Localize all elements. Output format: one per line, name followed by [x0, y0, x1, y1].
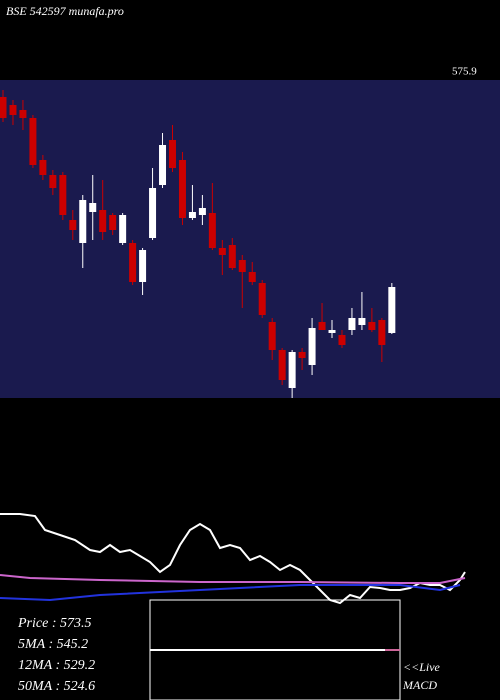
candle-body — [129, 243, 137, 282]
candle-body — [268, 322, 276, 350]
stat-text: 12MA : 529.2 — [18, 658, 95, 673]
candle-body — [378, 320, 386, 345]
candle-body — [228, 245, 236, 268]
candle-body — [99, 210, 107, 232]
indicator-line — [0, 513, 466, 605]
candle-body — [248, 272, 256, 282]
candle-body — [139, 250, 147, 282]
candle-body — [119, 215, 127, 243]
candle-body — [288, 352, 296, 388]
candle-body — [218, 248, 226, 255]
candle-body — [159, 145, 167, 185]
candle-body — [29, 118, 37, 165]
candle-body — [258, 283, 266, 315]
candle-body — [238, 260, 246, 272]
candle-body — [348, 318, 356, 330]
candle-body — [0, 97, 7, 118]
stat-text: 5MA : 545.2 — [18, 637, 88, 652]
candle-body — [149, 188, 157, 238]
candle-body — [308, 328, 316, 365]
candle-body — [69, 220, 77, 230]
candle-body — [89, 203, 97, 212]
candle-body — [328, 330, 336, 333]
candle-body — [338, 335, 346, 345]
candle-body — [388, 287, 396, 333]
price-panel — [0, 80, 500, 398]
candle-body — [9, 105, 17, 115]
candle-body — [358, 318, 366, 325]
indicator-line — [0, 574, 466, 584]
candle-body — [79, 200, 87, 243]
indicator-line — [0, 584, 461, 602]
candle-body — [368, 322, 376, 330]
stat-text: 50MA : 524.6 — [18, 679, 95, 694]
candle-body — [49, 175, 57, 188]
stat-text: Price : 573.5 — [17, 616, 91, 631]
candle-body — [188, 212, 196, 218]
candle-body — [198, 208, 206, 215]
candle-body — [39, 160, 47, 175]
candle-body — [59, 175, 67, 215]
candle-body — [208, 213, 216, 248]
indicator-label: MACD — [402, 678, 437, 692]
candle-body — [178, 160, 186, 218]
chart-title: BSE 542597 munafa.pro — [6, 4, 124, 18]
live-label: <<Live — [403, 660, 441, 674]
candle-body — [298, 352, 306, 358]
candle-body — [168, 140, 176, 168]
candle-body — [19, 110, 27, 118]
candle-body — [109, 215, 117, 230]
price-label: 575.9 — [452, 66, 477, 78]
candle-body — [318, 322, 326, 330]
candle-body — [278, 350, 286, 380]
